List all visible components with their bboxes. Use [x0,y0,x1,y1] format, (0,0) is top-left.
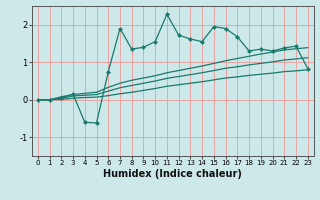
X-axis label: Humidex (Indice chaleur): Humidex (Indice chaleur) [103,169,242,179]
